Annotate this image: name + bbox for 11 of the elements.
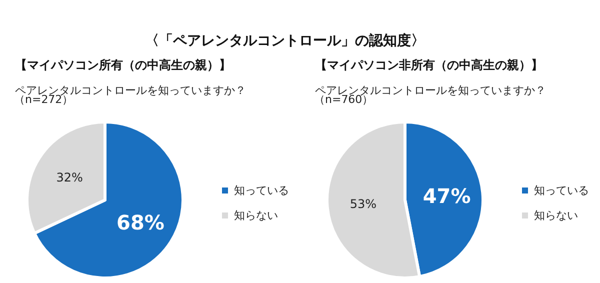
data-label: 32% [56, 170, 83, 184]
data-label: 68% [116, 210, 164, 235]
text: 〈「ペアレンタルコントロール」の認知度〉 [145, 32, 425, 50]
legend-label: 知らない [234, 209, 278, 222]
legend-label: 知らない [534, 209, 578, 222]
chart-title: 【マイパソコン非所有（の中高生の親）】 [315, 58, 543, 72]
legend-label: 知っている [234, 184, 289, 197]
chart-title: 【マイパソコン所有（の中高生の親）】 [15, 58, 231, 72]
data-label: 53% [350, 196, 377, 211]
legend-label: 知っている [534, 184, 589, 197]
data-label: 47% [422, 184, 471, 208]
